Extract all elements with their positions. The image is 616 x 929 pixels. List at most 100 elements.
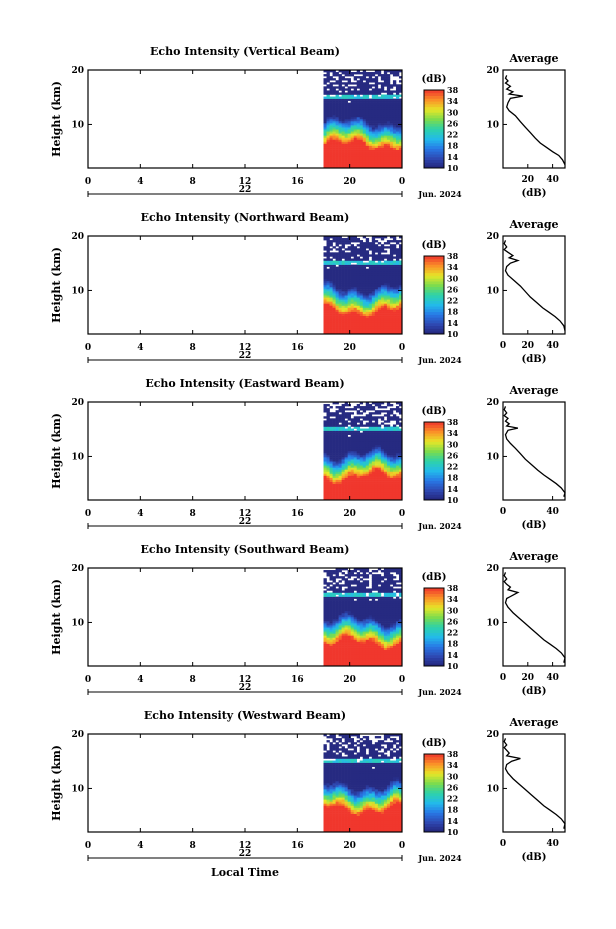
echo-cell — [335, 629, 339, 632]
echo-cell — [395, 260, 400, 263]
echo-cell — [356, 479, 361, 482]
echo-cell — [392, 274, 397, 278]
echo-cell — [362, 604, 367, 608]
echo-cell — [371, 489, 376, 493]
echo-cell — [389, 477, 394, 480]
echo-cell — [323, 455, 327, 458]
echo-cell — [371, 606, 376, 610]
echo-cell — [332, 287, 336, 290]
echo-cell — [392, 481, 397, 484]
echo-cell — [359, 582, 364, 585]
echo-cell — [386, 287, 391, 290]
echo-cell — [395, 141, 400, 144]
echo-cell — [344, 123, 348, 126]
echo-cell — [383, 78, 388, 81]
echo-cell — [389, 404, 394, 407]
echo-cell — [389, 576, 394, 579]
echo-cell — [335, 420, 339, 423]
echo-cell — [377, 98, 382, 101]
echo-cell — [332, 422, 336, 425]
echo-cell — [335, 432, 339, 435]
echo-cell — [335, 434, 339, 438]
echo-cell — [395, 623, 400, 626]
echo-cell — [389, 116, 394, 120]
echo-cell — [344, 621, 348, 624]
echo-cell — [344, 643, 348, 646]
echo-cell — [341, 289, 345, 292]
echo-cell — [383, 600, 388, 604]
echo-cell — [344, 295, 348, 298]
echo-cell — [386, 471, 391, 474]
echo-cell — [326, 252, 330, 255]
date-day: 22 — [239, 517, 252, 527]
echo-cell — [350, 90, 354, 93]
echo-cell — [350, 614, 354, 618]
echo-cell — [392, 485, 397, 489]
echo-cell — [359, 92, 364, 95]
echo-cell — [353, 246, 358, 249]
echo-cell — [353, 260, 358, 263]
echo-cell — [386, 133, 391, 136]
echo-cell — [377, 274, 382, 278]
echo-cell — [332, 578, 336, 581]
echo-cell — [377, 568, 382, 571]
echo-cell — [359, 311, 364, 314]
echo-cell — [338, 481, 342, 484]
echo-cell — [326, 246, 330, 249]
echo-cell — [365, 491, 370, 495]
echo-cell — [395, 420, 400, 423]
colorbar-swatch — [424, 652, 444, 656]
average-profile-line — [503, 406, 566, 497]
echo-cell — [362, 321, 367, 325]
echo-cell — [347, 574, 351, 577]
echo-cell — [386, 119, 391, 122]
echo-cell — [353, 465, 358, 468]
colorbar-swatch — [424, 269, 444, 274]
colorbar-tick-label: 38 — [447, 583, 459, 593]
echo-cell — [389, 309, 394, 312]
echo-cell — [383, 287, 388, 290]
echo-cell — [329, 455, 333, 458]
echo-cell — [374, 596, 379, 599]
echo-cell — [377, 272, 382, 276]
echo-cell — [344, 617, 348, 620]
echo-cell — [392, 633, 397, 636]
echo-cell — [359, 485, 364, 489]
echo-cell — [395, 455, 400, 458]
echo-cell — [344, 135, 348, 138]
colorbar-swatch — [424, 120, 444, 124]
echo-cell — [395, 497, 400, 501]
echo-cell — [335, 315, 339, 318]
echo-cell — [365, 608, 370, 612]
x-tick-label: 16 — [291, 675, 304, 685]
echo-cell — [392, 621, 397, 624]
echo-cell — [377, 416, 382, 419]
echo-cell — [386, 487, 391, 491]
echo-cell — [365, 633, 370, 636]
echo-cell — [371, 119, 376, 122]
echo-cell — [359, 260, 364, 263]
echo-cell — [326, 315, 330, 318]
echo-cell — [383, 645, 388, 648]
echo-cell — [392, 475, 397, 478]
echo-cell — [332, 487, 336, 491]
echo-cell — [347, 254, 351, 257]
echo-cell — [398, 108, 403, 112]
echo-cell — [350, 129, 354, 132]
echo-cell — [392, 250, 397, 253]
echo-cell — [368, 246, 373, 249]
echo-cell — [344, 483, 348, 487]
echo-cell — [344, 623, 348, 626]
colorbar-tick-label: 34 — [447, 262, 459, 272]
echo-cell — [392, 614, 397, 618]
echo-cell — [395, 285, 400, 288]
echo-cell — [347, 621, 351, 624]
echo-cell — [356, 331, 361, 335]
echo-cell — [338, 112, 342, 116]
echo-cell — [359, 428, 364, 431]
echo-cell — [362, 430, 367, 433]
echo-cell — [392, 305, 397, 308]
echo-cell — [389, 153, 394, 157]
echo-cell — [368, 74, 373, 77]
echo-cell — [395, 608, 400, 612]
